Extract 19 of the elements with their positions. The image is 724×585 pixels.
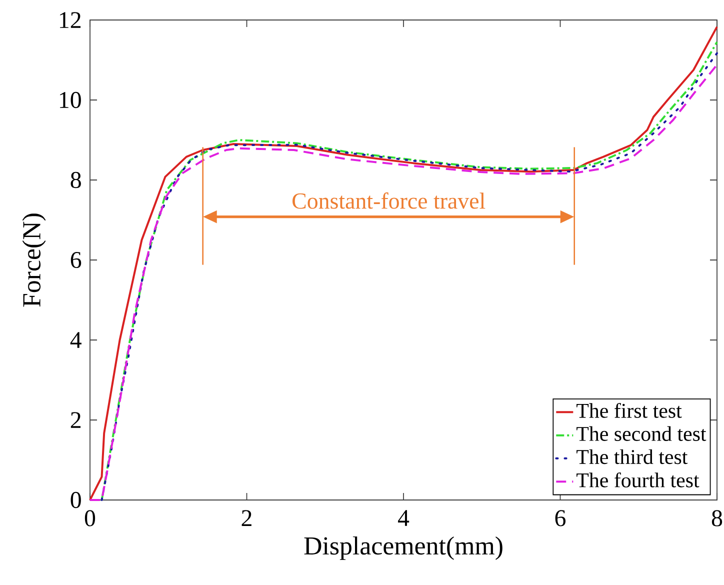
- legend-label: The third test: [576, 449, 688, 464]
- y-tick-label: 12: [60, 12, 81, 28]
- annotation: Constant-force travel: [292, 192, 486, 209]
- legend-label: The second test: [576, 426, 706, 441]
- y-tick-label: 2: [70, 412, 81, 428]
- x-tick-label: 2: [242, 510, 252, 526]
- y-tick-label: 8: [70, 172, 81, 188]
- x-tick-label: 4: [398, 510, 410, 526]
- x-tick-label: 8: [712, 510, 722, 526]
- y-tick-label: 10: [60, 92, 81, 108]
- legend-label: The first test: [576, 402, 682, 418]
- x-axis-title: Displacement(mm): [304, 536, 502, 560]
- y-tick-label: 4: [70, 332, 82, 348]
- y-axis-title: Force(N): [22, 214, 46, 307]
- x-tick-label: 6: [555, 510, 566, 526]
- y-tick-label: 6: [70, 252, 82, 268]
- x-tick-label: 0: [84, 510, 96, 526]
- y-tick-label: 0: [70, 492, 81, 508]
- legend-label: The fourth test: [576, 472, 700, 488]
